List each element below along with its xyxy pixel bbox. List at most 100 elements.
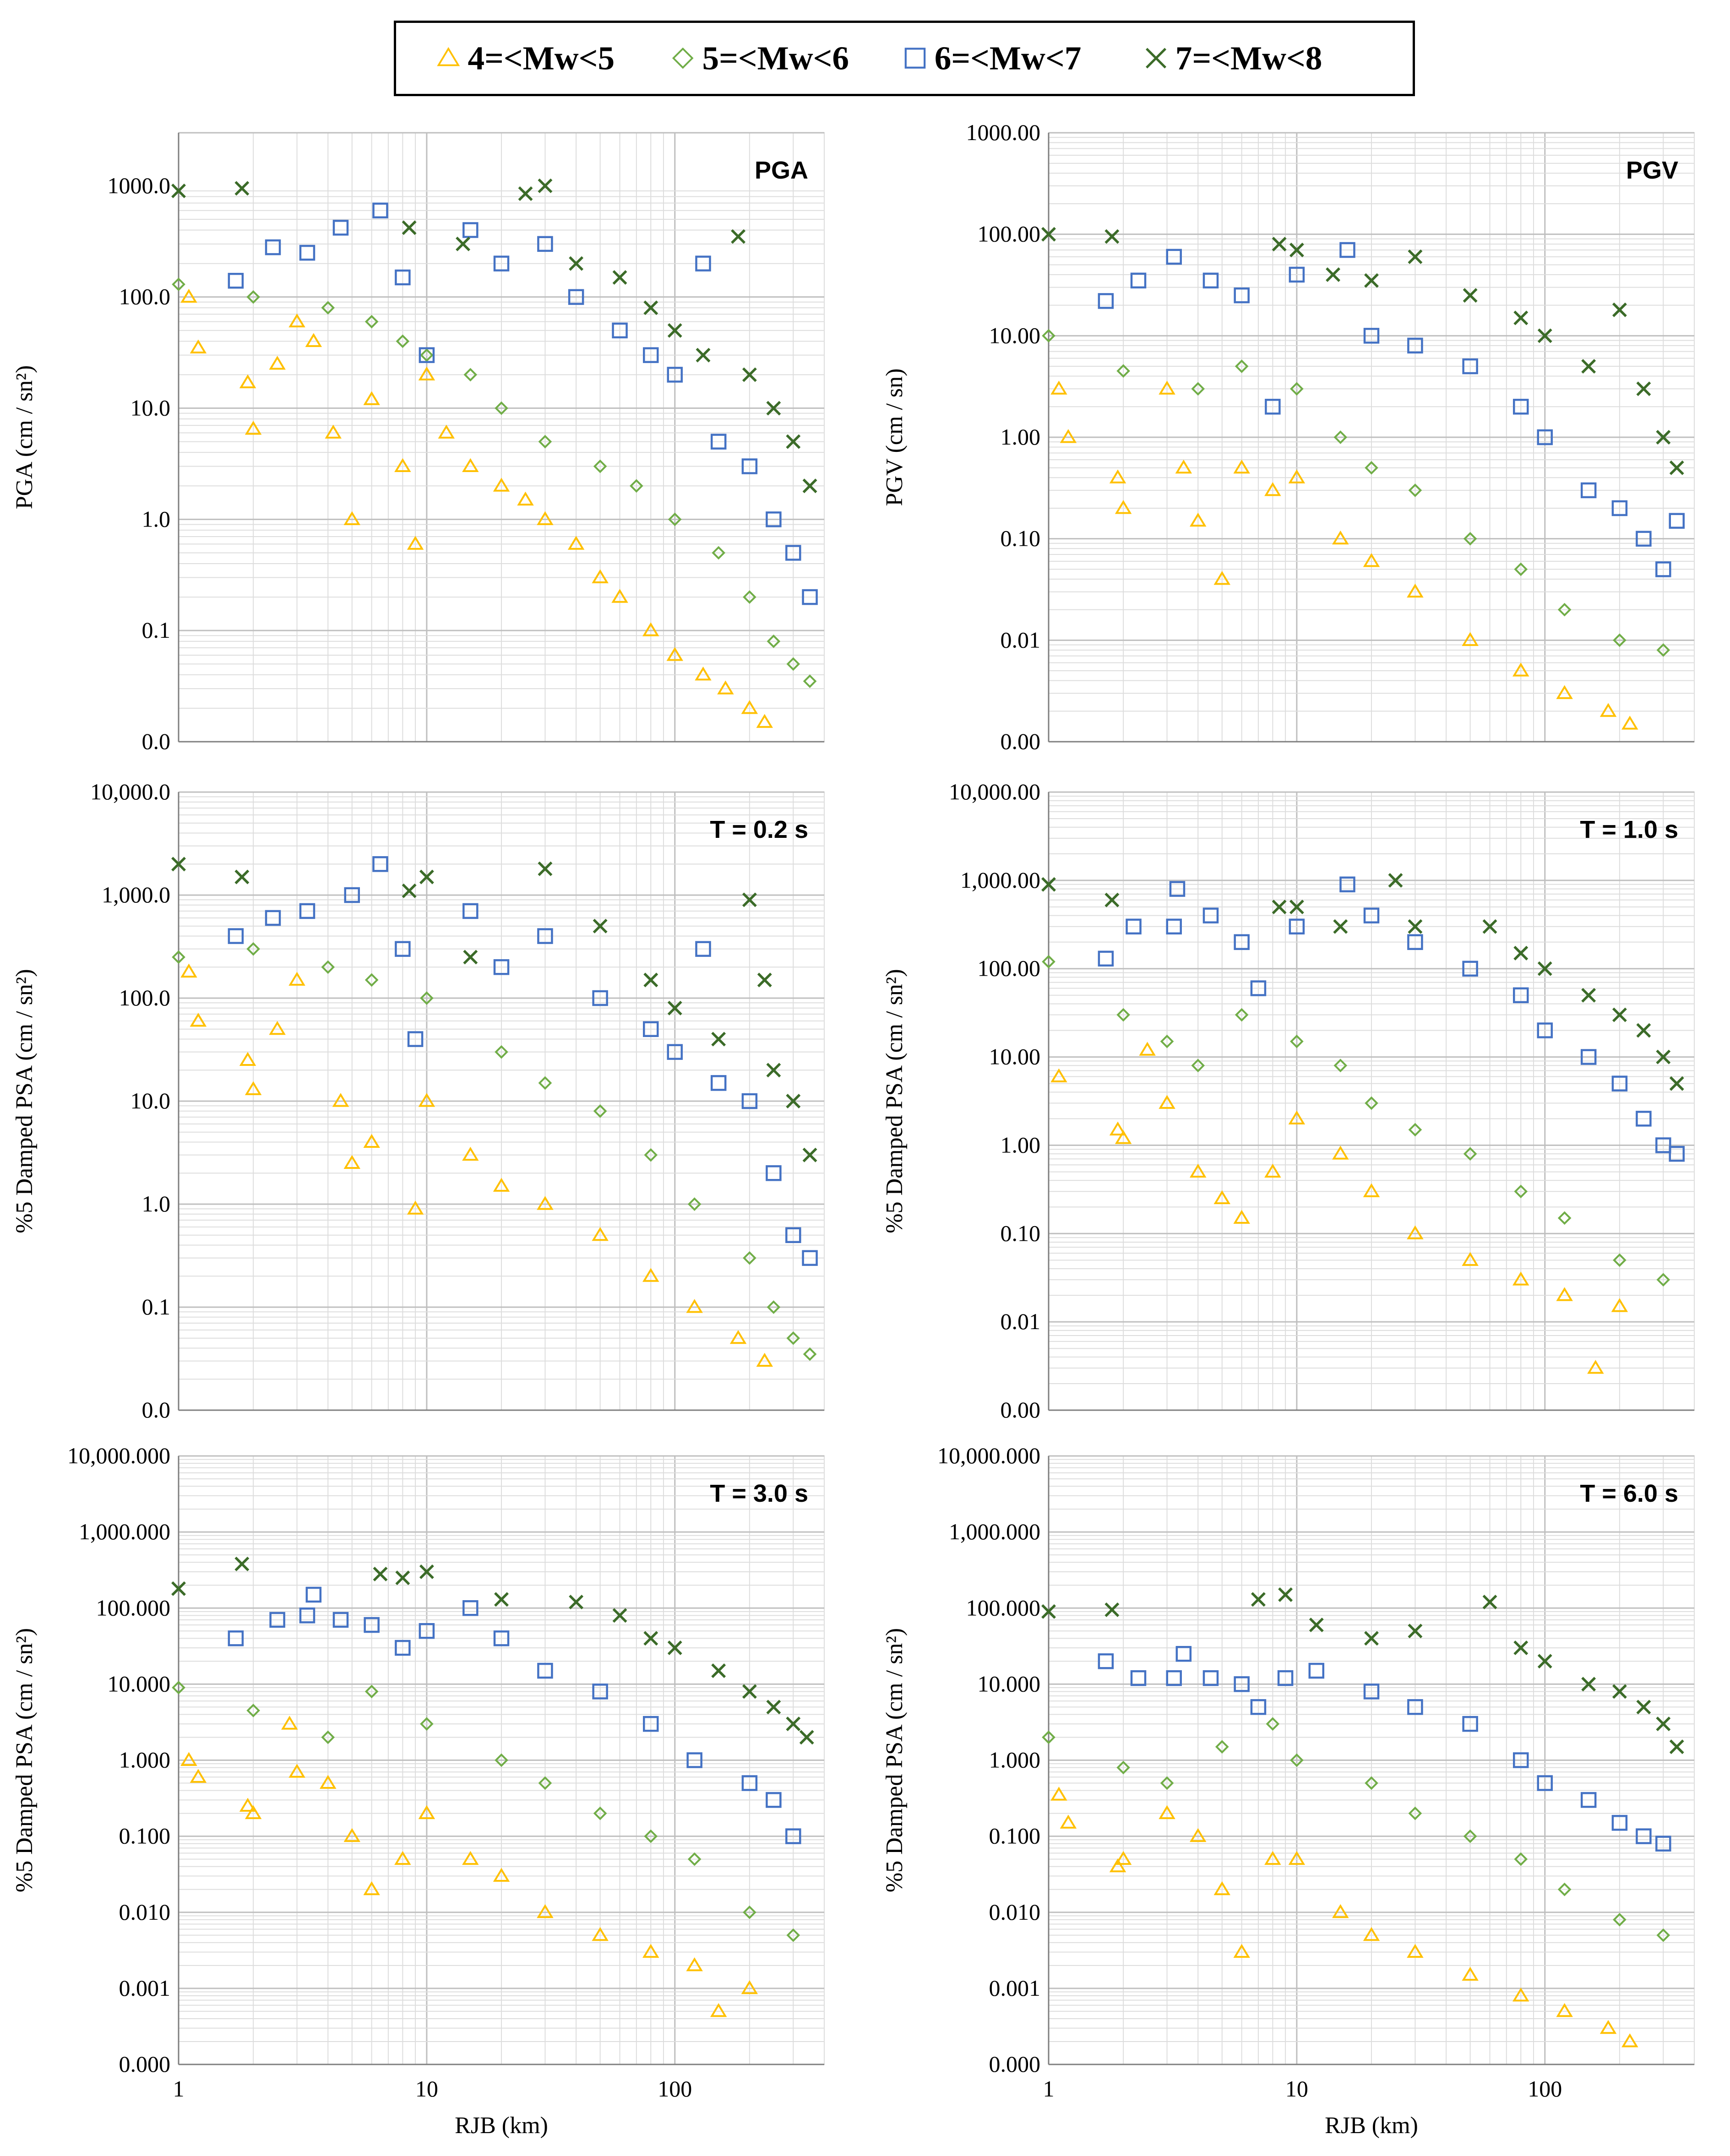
data-point	[228, 928, 244, 944]
data-point	[537, 1904, 554, 1918]
data-point	[402, 220, 417, 235]
data-point	[742, 1684, 757, 1699]
data-point	[395, 941, 411, 957]
data-point	[1512, 987, 1529, 1004]
data-point	[245, 421, 262, 435]
series	[1050, 1042, 1628, 1374]
data-point	[538, 861, 553, 876]
grid	[1048, 132, 1695, 743]
data-point	[538, 178, 553, 193]
data-point	[288, 1764, 305, 1778]
data-point	[373, 1567, 388, 1581]
y-tick-label: 1,000.00	[960, 867, 1040, 893]
data-point	[1190, 1163, 1207, 1178]
data-point	[743, 590, 756, 604]
data-point	[1098, 1653, 1114, 1669]
series	[1042, 329, 1670, 657]
data-point	[802, 589, 818, 605]
data-point	[395, 1640, 411, 1656]
data-point	[642, 347, 659, 363]
series	[1050, 380, 1638, 730]
panel-t02: 0.0 0.1 1.0 10.0 100.0 1,000.0 10,000.0 %5 Damp…	[0, 778, 856, 1428]
data-point	[569, 256, 584, 271]
x-tick-label: 100	[658, 2076, 692, 2102]
data-point	[1407, 1699, 1423, 1715]
data-point	[696, 348, 711, 363]
data-point	[1050, 1068, 1067, 1082]
data-point	[1656, 430, 1671, 445]
panel-title: T = 6.0 s	[1580, 1480, 1678, 1507]
data-point	[1408, 919, 1423, 934]
data-point	[743, 1251, 756, 1265]
data-point	[1115, 1130, 1132, 1144]
series	[1050, 1787, 1638, 2047]
data-point	[1580, 1049, 1597, 1065]
data-point	[1463, 1147, 1477, 1161]
y-tick-label: 0.001	[119, 1975, 171, 2001]
data-point	[396, 334, 410, 348]
data-point	[1139, 1042, 1156, 1056]
y-tick-label: 10.0	[131, 1088, 171, 1113]
data-point	[741, 458, 758, 474]
data-point	[265, 910, 281, 926]
data-point	[407, 536, 424, 550]
y-tick-label: 10.0	[131, 395, 171, 421]
data-point	[1463, 532, 1477, 546]
data-point	[1581, 1677, 1596, 1692]
data-point	[1175, 459, 1192, 474]
data-point	[538, 1776, 552, 1790]
data-point	[1289, 266, 1305, 283]
data-point	[190, 339, 207, 353]
data-point	[687, 1852, 702, 1866]
data-point	[418, 1805, 435, 1819]
data-point	[1233, 1944, 1250, 1958]
data-point	[1669, 1739, 1684, 1754]
data-point	[592, 1927, 609, 1941]
data-point	[1116, 1760, 1130, 1775]
data-point	[802, 478, 817, 494]
data-point	[1050, 380, 1067, 395]
data-point	[1213, 570, 1230, 585]
data-point	[799, 1730, 814, 1745]
data-point	[1202, 272, 1219, 288]
legend-entry: 6=<Mw<7	[904, 39, 1081, 76]
data-point	[629, 479, 643, 493]
data-point	[1363, 328, 1380, 344]
data-point	[493, 1630, 510, 1646]
data-point	[1636, 381, 1651, 396]
data-point	[611, 589, 628, 603]
data-point	[741, 700, 758, 714]
data-point	[343, 1828, 360, 1842]
data-point	[1513, 310, 1529, 326]
y-axis-label: %5 Damped PSA (cm / sn²)	[881, 969, 908, 1233]
data-point	[612, 270, 627, 285]
data-point	[538, 434, 552, 449]
data-point	[1289, 918, 1305, 934]
data-point	[766, 1792, 782, 1808]
series	[1098, 242, 1685, 577]
data-point	[1333, 1059, 1348, 1073]
data-point	[1289, 899, 1304, 914]
data-point	[667, 1044, 683, 1060]
data-point	[742, 892, 757, 907]
data-point	[1159, 1095, 1175, 1109]
data-point	[1462, 632, 1479, 646]
data-point	[495, 1753, 508, 1767]
y-tick-label: 0.000	[989, 2051, 1041, 2077]
data-point	[593, 1104, 607, 1118]
data-point	[1130, 272, 1147, 288]
data-point	[642, 622, 659, 636]
data-point	[1290, 382, 1304, 396]
y-tick-label: 1000.00	[966, 119, 1041, 145]
data-point	[668, 512, 682, 527]
data-point	[1332, 1146, 1349, 1160]
data-point	[1363, 1183, 1380, 1197]
x-tick-label: 1	[173, 2076, 185, 2102]
data-point	[171, 857, 186, 872]
data-point	[1365, 1776, 1378, 1790]
y-tick-label: 10.00	[989, 1044, 1041, 1070]
data-point	[395, 269, 411, 286]
data-point	[394, 458, 411, 472]
data-point	[1407, 934, 1423, 950]
data-point	[1463, 1829, 1477, 1843]
